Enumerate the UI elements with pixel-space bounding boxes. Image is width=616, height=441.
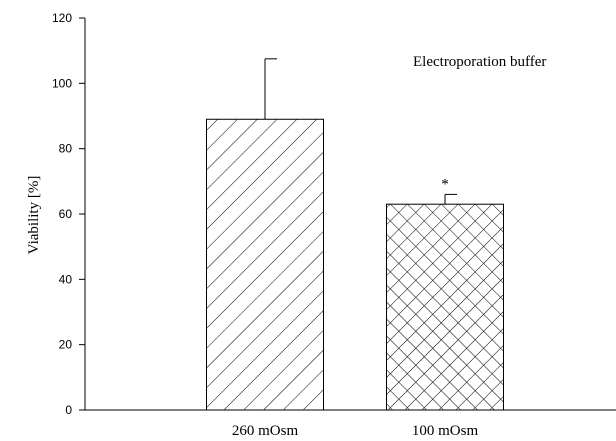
bar-0 [206, 118, 324, 411]
y-tick-label-6: 120 [52, 11, 72, 25]
chart-annotation: Electroporation buffer [413, 54, 546, 70]
y-tick-label-2: 40 [59, 272, 73, 286]
y-tick-label-4: 80 [59, 142, 73, 156]
y-tick-label-1: 20 [59, 338, 73, 352]
significance-marker-1: * [441, 176, 449, 192]
category-label-1: 100 mOsm [412, 423, 479, 439]
y-tick-label-0: 0 [65, 403, 72, 417]
category-label-0: 260 mOsm [232, 423, 299, 439]
y-tick-label-5: 100 [52, 76, 72, 90]
y-axis-label: Viability [%] [26, 176, 42, 255]
y-tick-label-3: 60 [59, 207, 73, 221]
bar-1 [386, 203, 504, 411]
